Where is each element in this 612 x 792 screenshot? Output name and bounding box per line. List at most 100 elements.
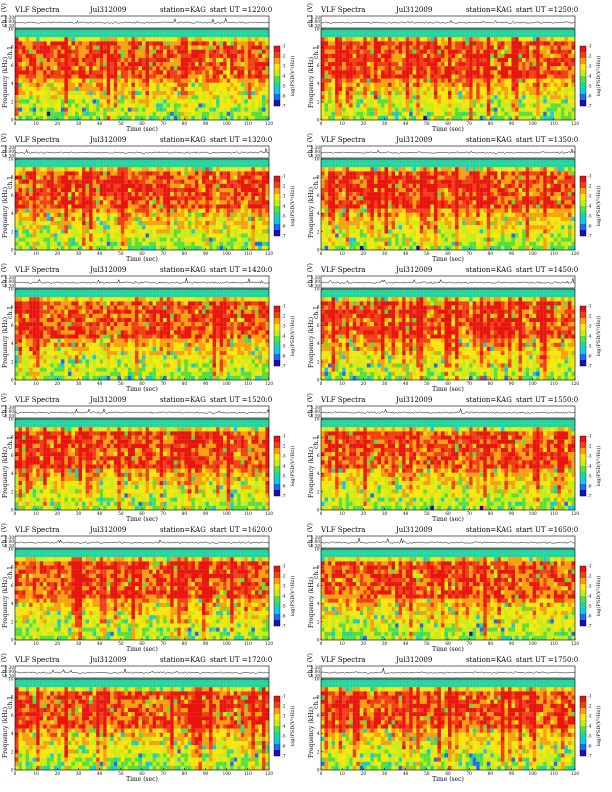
spectrogram-cell xyxy=(18,167,23,172)
spectrogram-cell xyxy=(251,33,255,38)
spectrogram-cell xyxy=(163,86,167,92)
spectrogram-cell xyxy=(469,29,473,34)
spectrogram-cell xyxy=(571,91,576,96)
spectrogram-cell xyxy=(131,45,136,50)
spectrogram-cell xyxy=(191,229,196,234)
spectrogram-cell xyxy=(29,37,33,42)
spectrogram-cell xyxy=(60,183,65,189)
spectrogram-cell xyxy=(57,233,61,238)
colorbar-tick-label: -3 xyxy=(282,64,286,69)
spectrogram-cell xyxy=(258,74,263,79)
spectrogram-cell xyxy=(244,115,248,121)
spectrogram-cell xyxy=(89,216,93,222)
spectrogram-cell xyxy=(430,57,434,63)
spectrogram-cell xyxy=(233,159,238,164)
spectrogram-cell xyxy=(500,103,505,108)
spectrogram-cell xyxy=(117,70,121,75)
spectrogram-cell xyxy=(124,86,128,92)
spectrogram-cell xyxy=(240,95,245,100)
spectrogram-cell xyxy=(46,41,51,46)
spectrogram-cell xyxy=(251,57,255,63)
spectrogram-cell xyxy=(223,225,227,230)
spectrogram-cell xyxy=(209,45,213,50)
spectrogram-cell xyxy=(205,78,210,83)
spectrogram-cell xyxy=(99,237,104,242)
spectrogram-cell xyxy=(145,179,150,184)
spectrogram-cell xyxy=(131,53,136,59)
spectrogram-cell xyxy=(29,99,33,104)
spectrogram-cell xyxy=(201,212,206,218)
spectrogram-cell xyxy=(170,187,174,193)
spectrogram-cell xyxy=(469,53,473,59)
colorbar-tick-label: -6 xyxy=(282,224,286,229)
spectrogram-cell xyxy=(106,187,111,193)
spectrogram-cell xyxy=(25,66,30,71)
spectrogram-cell xyxy=(412,115,417,121)
spectrogram-cell xyxy=(198,74,203,79)
spectrogram-cell xyxy=(223,159,227,164)
spectrogram-cell xyxy=(103,29,107,34)
trace-tick-label: 0.00 xyxy=(5,149,15,154)
spectrogram-cell xyxy=(395,107,399,112)
spectrogram-cell xyxy=(345,70,350,75)
spectrogram-cell xyxy=(405,82,410,88)
spectrogram-cell xyxy=(78,204,83,209)
spectrogram-cell xyxy=(53,49,58,54)
spectrogram-cell xyxy=(412,86,417,92)
spectrogram-cell xyxy=(78,107,83,112)
spectrogram-cell xyxy=(170,192,174,197)
spectrogram-cell xyxy=(96,208,100,213)
spectrogram-cell xyxy=(43,37,47,42)
spectrogram-cell xyxy=(46,49,51,54)
spectrogram-cell xyxy=(177,45,181,50)
trace-axis-label: ch.1 (V) xyxy=(1,133,8,157)
spectrogram-cell xyxy=(426,111,431,116)
spectrogram-cell xyxy=(201,41,206,46)
spectrogram-cell xyxy=(152,159,157,164)
spectrogram-cell xyxy=(226,171,231,176)
spectrogram-cell xyxy=(127,111,132,116)
spectrogram-cell xyxy=(261,229,266,234)
spectrogram-cell xyxy=(416,57,420,63)
spectrogram-cell xyxy=(18,196,23,201)
spectrogram-cell xyxy=(120,237,125,242)
spectrogram-cell xyxy=(363,82,367,88)
spectrogram-cell xyxy=(173,245,178,251)
spectrogram-cell xyxy=(134,212,139,218)
spectrogram-cell xyxy=(240,41,245,46)
spectrogram-cell xyxy=(163,45,167,50)
spectrogram-cell xyxy=(216,163,220,168)
spectrogram-cell xyxy=(237,208,241,213)
spectrogram-cell xyxy=(247,200,252,205)
spectrogram-cell xyxy=(258,159,263,164)
spectrogram-cell xyxy=(564,37,569,42)
spectrogram-cell xyxy=(159,70,164,75)
y-tick-label: 8 xyxy=(11,175,14,180)
spectrogram-cell xyxy=(536,37,540,42)
spectrogram-cell xyxy=(67,171,72,176)
spectrogram-cell xyxy=(149,192,153,197)
spectrogram-cell xyxy=(451,99,456,104)
spectrogram-cell xyxy=(53,99,58,104)
spectrogram-cell xyxy=(57,204,61,209)
spectrogram-cell xyxy=(405,103,410,108)
spectrogram-cell xyxy=(46,216,51,222)
spectrogram-cell xyxy=(402,103,406,108)
spectrogram-cell xyxy=(370,107,375,112)
y-tick-label: 8 xyxy=(317,45,320,50)
spectrogram-cell xyxy=(539,29,544,34)
spectrogram-cell xyxy=(416,41,420,46)
spectrogram-cell xyxy=(476,29,480,34)
spectrogram-cell xyxy=(254,192,259,197)
spectrogram-cell xyxy=(78,78,83,83)
spectrogram-cell xyxy=(247,208,252,213)
spectrogram-cell xyxy=(82,175,86,180)
spectrogram-cell xyxy=(352,99,357,104)
spectrogram-cell xyxy=(18,74,23,79)
spectrogram-cell xyxy=(32,57,37,63)
spectrogram-cell xyxy=(560,62,565,67)
y-tick-label: 6 xyxy=(11,63,14,68)
spectrogram-cell xyxy=(247,70,252,75)
spectrogram-cell xyxy=(110,196,114,201)
spectrogram-cell xyxy=(71,187,76,193)
